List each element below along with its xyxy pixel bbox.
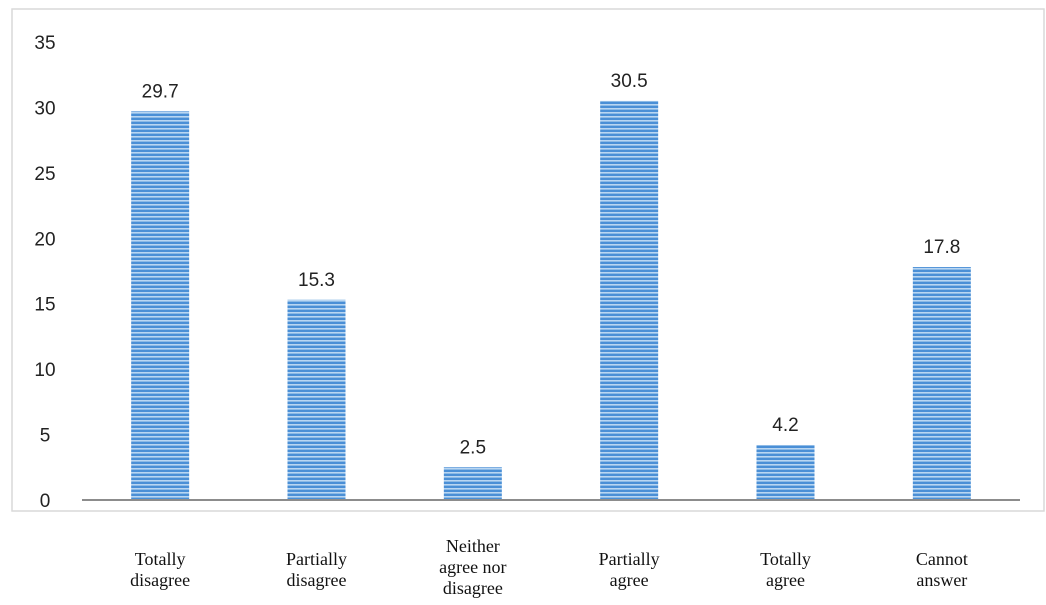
category-label-line: Totally [135,549,186,569]
category-label: Partially agree [599,549,660,590]
data-label: 17.8 [923,237,960,258]
category-label-line: Partially [599,549,660,569]
y-tick-label: 25 [34,164,55,185]
category-label-line: answer [916,570,967,590]
y-tick-label: 0 [40,491,51,512]
y-tick-label: 30 [34,98,55,119]
category-label-line: agree [766,570,805,590]
category-label-line: Cannot [916,549,968,569]
chart-frame [11,8,1045,512]
bar [600,100,659,500]
category-label-line: Totally [760,549,811,569]
bar [756,445,815,500]
bar [287,299,346,500]
category-label-line: agree nor [439,557,506,577]
bar [912,267,971,500]
category-label: Neither agree nor disagree [439,536,506,598]
y-tick-label: 5 [40,426,51,447]
category-label-line: agree [610,570,649,590]
data-label: 2.5 [460,437,486,458]
category-label-line: disagree [287,570,347,590]
data-label: 4.2 [772,415,798,436]
data-label: 30.5 [611,71,648,92]
y-tick-label: 20 [34,229,55,250]
category-label: Partially disagree [286,549,347,590]
y-tick-label: 15 [34,295,55,316]
category-label: Totally agree [760,549,811,590]
category-label-line: Neither [446,536,500,556]
bar [443,467,502,500]
category-label: Cannot answer [916,549,968,590]
data-label: 15.3 [298,270,335,291]
bars [131,100,971,501]
bar [131,111,190,501]
category-label-line: Partially [286,549,347,569]
category-label: Totally disagree [130,549,190,590]
category-label-line: disagree [443,578,503,598]
data-labels: 29.7 15.3 2.5 30.5 4.2 17.8 [142,71,961,458]
data-label: 29.7 [142,81,179,102]
y-tick-label: 10 [34,360,55,381]
y-axis-ticks: 0 5 10 15 20 25 30 35 [34,33,55,512]
category-label-line: disagree [130,570,190,590]
y-tick-label: 35 [34,33,55,54]
